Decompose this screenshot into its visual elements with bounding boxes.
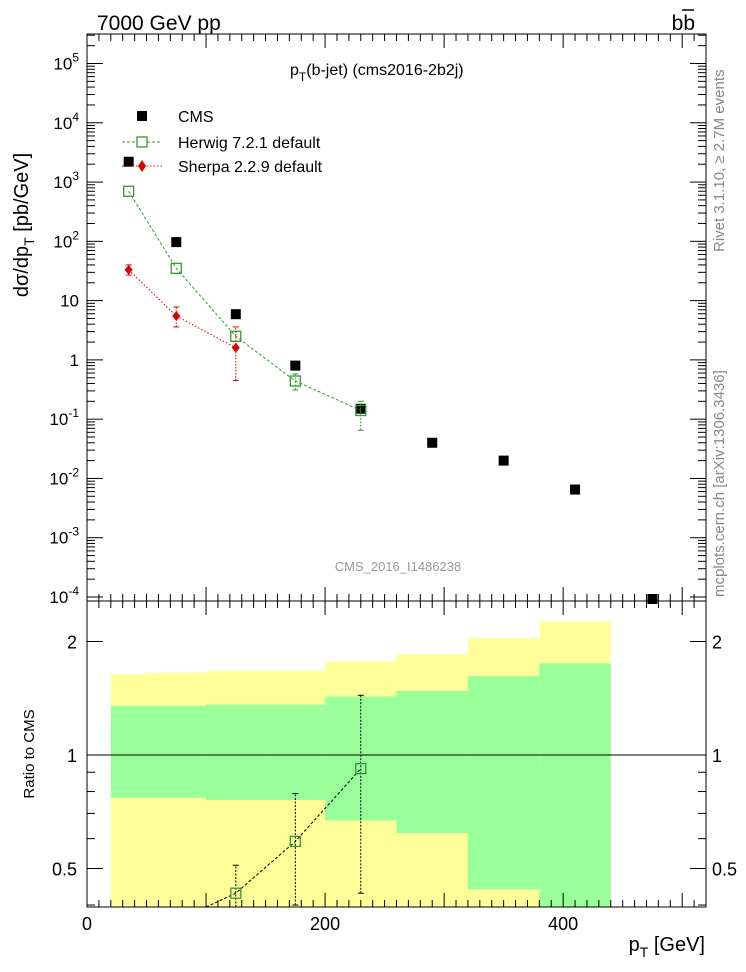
main-data-marks [123,156,658,604]
herwig-line [128,190,361,411]
ratio-plot: 0 200 400 0.5 0.5 1 1 2 2 [52,600,737,934]
cms-data-point [498,455,509,466]
header-energy-label: 7000 GeV pp [97,12,221,35]
main-plot: 10-4 10-3 10-2 10-1 1 10 102 103 104 105 [49,33,707,607]
herwig-ratio-line [205,768,362,908]
cms-data-point [230,309,241,320]
ratio-inner-band [467,676,540,890]
rivet-version-label: Rivet 3.1.10, ≥ 2.7M events [711,70,728,253]
svg-text:dσ/dpT [pb/GeV]: dσ/dpT [pb/GeV] [11,153,37,297]
legend-item-cms: CMS [137,109,214,126]
ratio-inner-band [146,705,207,798]
herwig-ratio-point [289,835,301,848]
ratio-uncertainty-bands [87,621,706,907]
mcplots-reference-label: mcplots.cern.ch [arXiv:1306.3436] [711,370,728,597]
cms-data-point [570,484,581,495]
legend-cms-marker [137,111,147,121]
herwig-point [123,185,135,197]
main-y-tick-label: 1 [70,351,79,370]
ratio-y-axis-label: Ratio to CMS [21,709,38,798]
herwig-ratio-point [355,763,367,775]
main-y-tick-label: 10-3 [49,525,79,548]
legend: CMS Herwig 7.2.1 default Sherpa 2.2.9 de… [122,109,323,176]
main-y-tick-label: 103 [53,169,79,192]
ratio-axes: 0 200 400 0.5 0.5 1 1 2 2 [52,601,737,934]
cms-data-point [647,594,658,604]
plot-title: pT(b-jet) (cms2016-2b2j) [290,62,464,84]
main-y-tick-label: 102 [53,228,79,251]
analysis-watermark: CMS_2016_I1486238 [335,559,462,574]
cms-data-point [123,156,134,167]
ratio-inner-band [396,690,468,834]
herwig-point [355,404,367,417]
svg-text:bb: bb [672,12,695,35]
ratio-inner-band [539,663,611,907]
legend-herwig-label: Herwig 7.2.1 default [178,135,321,152]
ratio-y-tick-label: 0.5 [52,860,77,880]
legend-sherpa-label: Sherpa 2.2.9 default [178,159,323,176]
main-axes: 10-4 10-3 10-2 10-1 1 10 102 103 104 105 [49,34,707,607]
ratio-y-tick-label-right: 0.5 [712,860,737,880]
main-y-tick-label: 104 [53,110,79,133]
ratio-plot-frame [86,600,707,908]
herwig-ratio-point [230,887,242,899]
legend-sherpa-marker [138,160,146,172]
main-y-tick-label: 10 [60,292,79,311]
x-tick-label: 200 [310,914,340,934]
main-y-axis-label: dσ/dpT [pb/GeV] [11,153,37,297]
herwig-point [289,375,301,387]
ratio-y-tick-label-right: 2 [712,633,722,653]
sherpa-line [128,269,237,349]
ratio-inner-band [110,705,147,798]
ratio-y-tick-label: 2 [67,633,77,653]
ratio-y-tick-label: 1 [67,746,77,766]
main-y-tick-label: 10-2 [49,465,79,488]
header-process-label: bb [672,9,695,35]
legend-cms-label: CMS [178,109,214,126]
svg-text:pT [GeV]: pT [GeV] [629,934,705,960]
herwig-point [170,262,182,275]
sherpa-point [124,264,133,275]
sherpa-point [231,342,240,353]
legend-item-herwig: Herwig 7.2.1 default [122,135,321,152]
svg-text:pT(b-jet) (cms2016-2b2j): pT(b-jet) (cms2016-2b2j) [290,62,464,84]
main-y-tick-label: 10-4 [49,584,79,607]
cms-data-point [290,360,301,371]
x-axis-label: pT [GeV] [629,934,705,960]
ratio-y-tick-label-right: 1 [712,746,722,766]
main-y-tick-label: 105 [53,51,79,74]
legend-herwig-marker [136,136,148,148]
cms-data-point [171,237,182,248]
ratio-data-marks [205,694,367,908]
x-tick-label: 400 [548,914,578,934]
cms-data-point [427,437,438,448]
legend-item-sherpa: Sherpa 2.2.9 default [122,159,323,176]
main-y-tick-label: 10-1 [49,406,79,429]
x-tick-label: 0 [82,914,92,934]
ratio-inner-band [265,704,326,800]
sherpa-point [172,311,181,322]
ratio-inner-band [206,704,266,800]
